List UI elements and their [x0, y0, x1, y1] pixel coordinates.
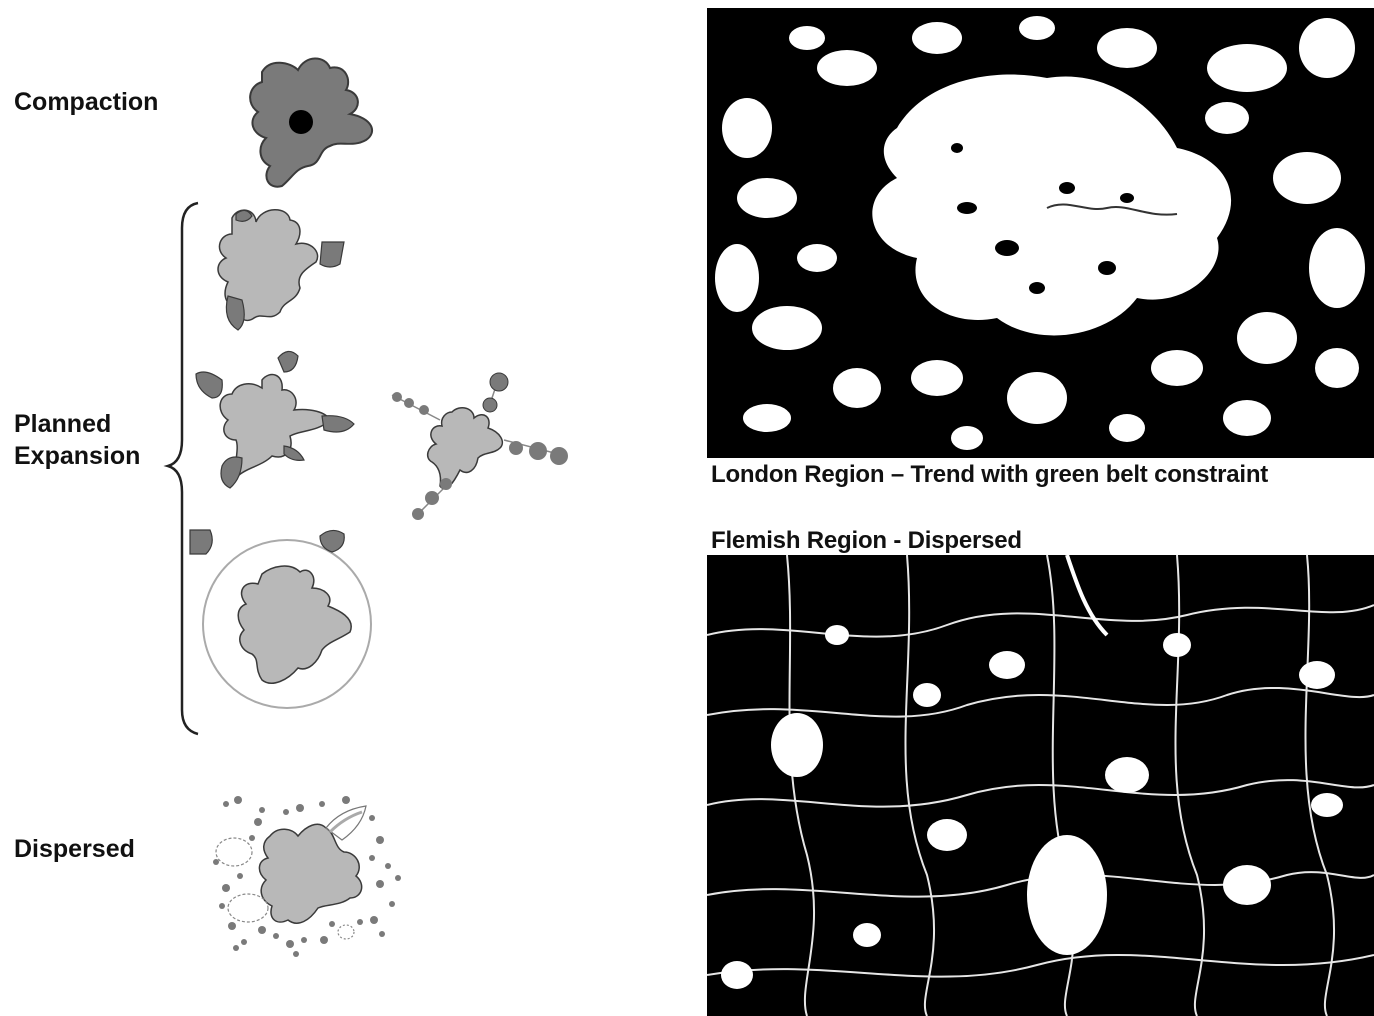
- planned-expansion-label-line1: Planned: [14, 410, 112, 438]
- compaction-core: [289, 110, 313, 134]
- planned-expansion-diagram-4: [189, 529, 372, 709]
- green-belt-ring: [202, 539, 372, 709]
- flemish-urban-network: [707, 555, 1374, 1016]
- flemish-map-caption: Flemish Region - Dispersed: [711, 527, 1022, 554]
- planned-expansion-diagram-3: [391, 372, 568, 520]
- planned-expansion-diagram-1: [217, 209, 345, 331]
- planned-expansion-label-line2: Expansion: [14, 442, 141, 470]
- london-region-map: [707, 8, 1374, 458]
- compaction-label: Compaction: [14, 88, 159, 116]
- compaction-diagram: [249, 57, 374, 188]
- dispersed-label: Dispersed: [14, 835, 135, 863]
- london-map-caption: London Region – Trend with green belt co…: [711, 461, 1269, 488]
- planned-expansion-label: Planned Expansion: [14, 408, 140, 472]
- flemish-region-map: [707, 555, 1374, 1016]
- planned-expansion-diagram-2: [195, 350, 355, 489]
- urban-form-diagrams: [163, 57, 568, 957]
- london-urban-area: [715, 16, 1365, 450]
- planned-expansion-brace: [163, 201, 199, 736]
- dispersed-diagram: [213, 796, 401, 957]
